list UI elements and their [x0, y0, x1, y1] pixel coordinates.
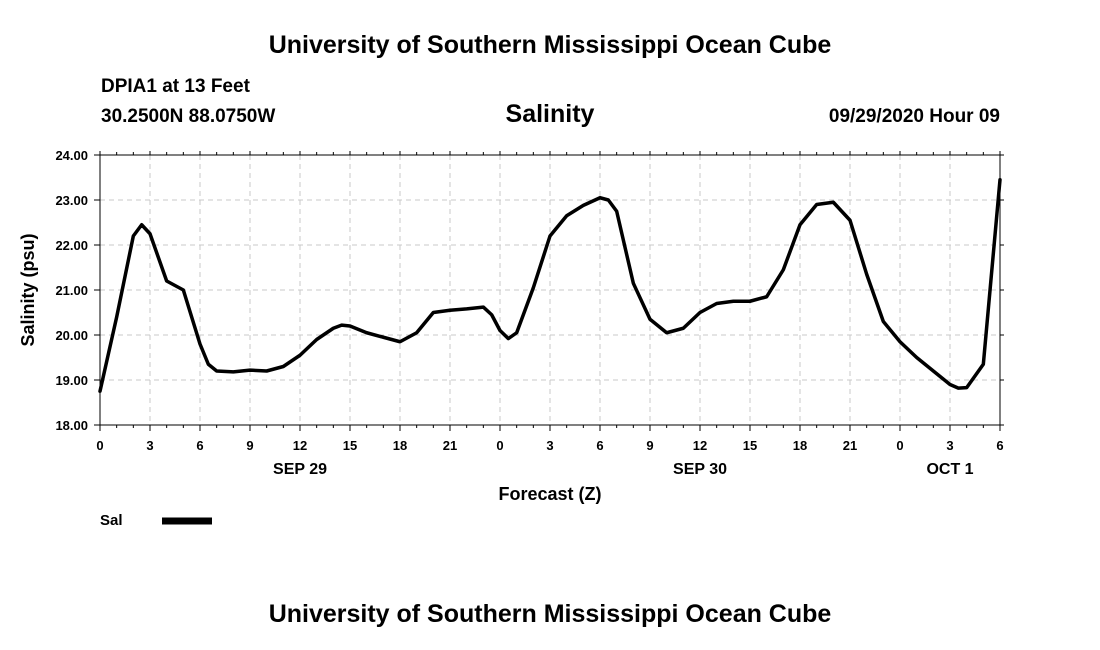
x-tick-label: 0 [896, 438, 903, 453]
x-tick-label: 9 [646, 438, 653, 453]
y-tick-label: 18.00 [55, 418, 88, 433]
x-axis-label: Forecast (Z) [498, 484, 601, 504]
x-tick-label: 15 [743, 438, 757, 453]
y-tick-label: 19.00 [55, 373, 88, 388]
x-tick-label: 21 [443, 438, 457, 453]
x-tick-label: 6 [196, 438, 203, 453]
series-line-sal [98, 178, 1002, 393]
legend-label: Sal [100, 512, 123, 529]
date-label: SEP 29 [273, 461, 327, 478]
y-axis-label: Salinity (psu) [18, 233, 38, 346]
x-tick-label: 0 [96, 438, 103, 453]
y-tick-label: 22.00 [55, 238, 88, 253]
x-tick-label: 9 [246, 438, 253, 453]
x-tick-label: 3 [546, 438, 553, 453]
x-tick-label: 6 [996, 438, 1003, 453]
y-tick-label: 20.00 [55, 328, 88, 343]
y-tick-label: 23.00 [55, 193, 88, 208]
forecast-datetime: 09/29/2020 Hour 09 [828, 106, 1000, 127]
x-tick-label: 12 [693, 438, 707, 453]
x-tick-label: 15 [343, 438, 357, 453]
x-tick-label: 6 [596, 438, 603, 453]
x-tick-label: 0 [496, 438, 503, 453]
date-label: SEP 30 [673, 461, 727, 478]
x-tick-label: 18 [393, 438, 407, 453]
footer-title: University of Southern Mississippi Ocean… [268, 600, 832, 628]
date-label: OCT 1 [926, 461, 973, 478]
x-tick-label: 18 [793, 438, 807, 453]
x-tick-label: 3 [946, 438, 953, 453]
y-tick-label: 24.00 [55, 148, 88, 163]
chart-title: Salinity [505, 100, 595, 128]
station-label: DPIA1 at 13 Feet [101, 76, 250, 97]
x-tick-label: 12 [293, 438, 307, 453]
page-title: University of Southern Mississippi Ocean… [268, 31, 832, 59]
y-tick-label: 21.00 [55, 283, 88, 298]
x-tick-label: 21 [843, 438, 857, 453]
x-tick-label: 3 [146, 438, 153, 453]
coordinates-label: 30.2500N 88.0750W [101, 106, 276, 127]
